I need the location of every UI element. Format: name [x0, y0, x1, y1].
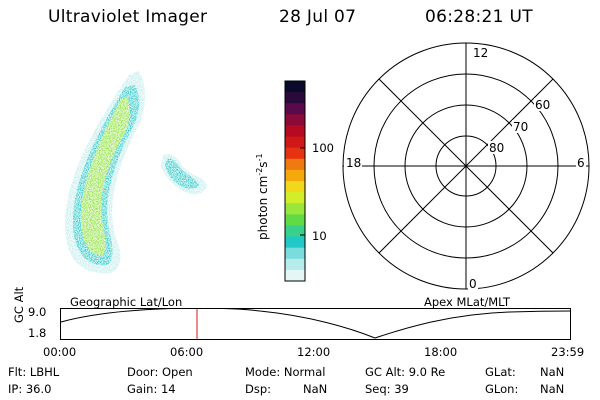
- colorbar-segment: [285, 125, 305, 138]
- ip-info: IP: 36.0: [8, 382, 52, 396]
- colorbar-segment: [285, 236, 305, 249]
- lat-label-80: 80: [489, 141, 504, 155]
- aurora-spot: [165, 158, 199, 189]
- seq-info: Seq: 39: [365, 382, 409, 396]
- colorbar-segment: [285, 214, 305, 226]
- auroral-image: [64, 71, 207, 274]
- time-tick-1800: 18:00: [424, 345, 458, 359]
- colorbar-segment: [285, 192, 305, 204]
- glat-label: GLat:: [485, 365, 516, 379]
- colorbar-unit-label: photon cm-2s-1: [255, 153, 270, 240]
- mode-info: Mode: Normal: [245, 365, 326, 379]
- colorbar-segment: [285, 247, 305, 260]
- dsp-label: Dsp:: [245, 382, 272, 396]
- aurora-green-core: [80, 97, 130, 256]
- colorbar-frame: [284, 80, 306, 282]
- plot-frame: [60, 308, 571, 340]
- time-tick-0000: 00:00: [43, 345, 77, 359]
- colorbar-tick-10: 10: [312, 229, 327, 243]
- colorbar-segment: [285, 147, 305, 160]
- dsp-value: NaN: [303, 382, 328, 396]
- colorbar-segment: [285, 103, 305, 115]
- colorbar-segment: [285, 92, 305, 104]
- gain-info: Gain: 14: [127, 382, 176, 396]
- colorbar-segment: [285, 181, 305, 193]
- mlt-label-18: 18: [346, 156, 361, 170]
- time-tick-0600: 06:00: [170, 345, 204, 359]
- colorbar-tick-100: 100: [312, 141, 334, 155]
- lat-label-60: 60: [535, 98, 550, 112]
- time-tick-1200: 12:00: [297, 345, 331, 359]
- polar-grid: 12 18 6 0 60 70 80: [342, 42, 590, 291]
- apex-label: Apex MLat/MLT: [424, 295, 511, 309]
- gc-alt-tick-low: 1.8: [28, 326, 47, 340]
- glon-value: NaN: [540, 382, 565, 396]
- glon-label: GLon:: [485, 382, 519, 396]
- color-scale-bar: [284, 80, 306, 282]
- time-tick-2359: 23:59: [551, 345, 585, 359]
- colorbar-segment: [285, 158, 305, 171]
- mlt-label-0: 0: [469, 277, 477, 291]
- filter-info: Flt: LBHL: [8, 365, 60, 379]
- colorbar-segment: [285, 169, 305, 182]
- mlt-label-6: 6: [577, 156, 585, 170]
- glat-value: NaN: [540, 365, 565, 379]
- time-label: 06:28:21 UT: [425, 7, 533, 27]
- instrument-title: Ultraviolet Imager: [48, 7, 208, 27]
- date-label: 28 Jul 07: [279, 7, 357, 27]
- gc-alt-axis-label: GC Alt: [12, 286, 26, 323]
- lat-label-70: 70: [513, 120, 528, 134]
- colorbar-segment: [285, 136, 305, 149]
- door-info: Door: Open: [127, 365, 193, 379]
- mlt-label-12: 12: [473, 46, 488, 60]
- orbit-altitude-plot: [60, 308, 571, 340]
- colorbar-segment: [285, 203, 305, 215]
- colorbar-segment: [285, 269, 305, 282]
- gc-alt-tick-high: 9.0: [28, 305, 47, 319]
- colorbar-segment: [285, 225, 305, 238]
- altitude-curve: [60, 308, 571, 339]
- polar-diagonal-2: [378, 78, 554, 254]
- colorbar-segment: [285, 258, 305, 271]
- colorbar-segment: [285, 114, 305, 126]
- gc-alt-info: GC Alt: 9.0 Re: [365, 365, 446, 379]
- colorbar-segment: [285, 81, 305, 93]
- geographic-label: Geographic Lat/Lon: [70, 295, 183, 309]
